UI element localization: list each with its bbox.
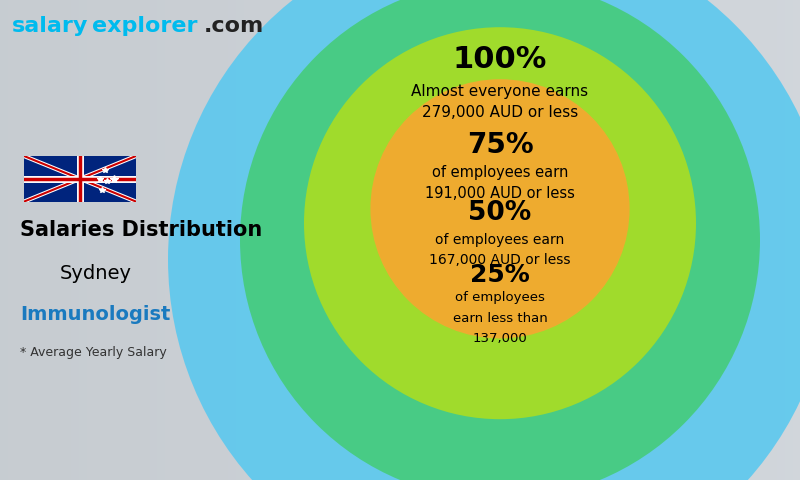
Text: .com: .com (204, 16, 264, 36)
Text: earn less than: earn less than (453, 312, 547, 325)
Text: Immunologist: Immunologist (20, 305, 170, 324)
Text: of employees earn: of employees earn (432, 165, 568, 180)
Text: 75%: 75% (466, 132, 534, 159)
Text: 167,000 AUD or less: 167,000 AUD or less (430, 252, 570, 267)
Text: 279,000 AUD or less: 279,000 AUD or less (422, 105, 578, 120)
Text: salary: salary (12, 16, 88, 36)
Ellipse shape (168, 0, 800, 480)
Text: Almost everyone earns: Almost everyone earns (411, 84, 589, 99)
Text: 100%: 100% (453, 46, 547, 74)
Text: 191,000 AUD or less: 191,000 AUD or less (425, 186, 575, 201)
Ellipse shape (240, 0, 760, 480)
Ellipse shape (370, 79, 630, 338)
Text: of employees earn: of employees earn (435, 233, 565, 247)
Text: Sydney: Sydney (60, 264, 132, 283)
Text: Salaries Distribution: Salaries Distribution (20, 220, 262, 240)
Ellipse shape (304, 27, 696, 419)
Text: 137,000: 137,000 (473, 332, 527, 345)
Text: explorer: explorer (92, 16, 198, 36)
Text: 50%: 50% (468, 200, 532, 226)
Text: 25%: 25% (470, 263, 530, 287)
Text: * Average Yearly Salary: * Average Yearly Salary (20, 346, 166, 360)
Text: of employees: of employees (455, 291, 545, 304)
